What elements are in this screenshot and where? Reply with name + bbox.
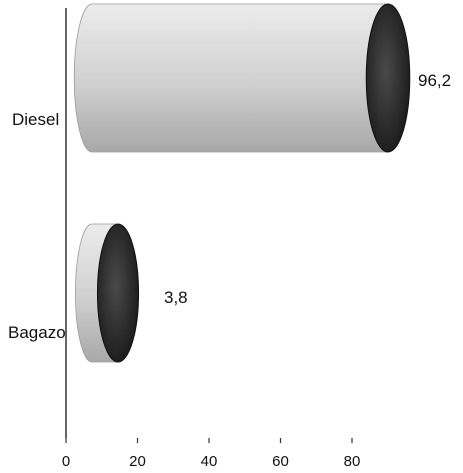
bars-group (73, 3, 411, 363)
value-label-diesel: 96,2 (418, 71, 451, 90)
category-label-bagazo: Bagazo (8, 323, 66, 342)
x-ticks-group: 0 20 40 60 80 (62, 438, 361, 470)
x-tick-label: 40 (201, 453, 218, 470)
bar-cylinder-body (73, 3, 389, 153)
x-tick-label: 0 (62, 453, 70, 470)
bar-cylinder-cap (365, 3, 411, 153)
x-tick-label: 80 (344, 453, 361, 470)
bar-cylinder-cap (96, 223, 140, 363)
category-label-diesel: Diesel (12, 110, 59, 129)
x-tick-label: 60 (272, 453, 289, 470)
x-tick-label: 20 (129, 453, 146, 470)
value-label-bagazo: 3,8 (164, 288, 188, 307)
